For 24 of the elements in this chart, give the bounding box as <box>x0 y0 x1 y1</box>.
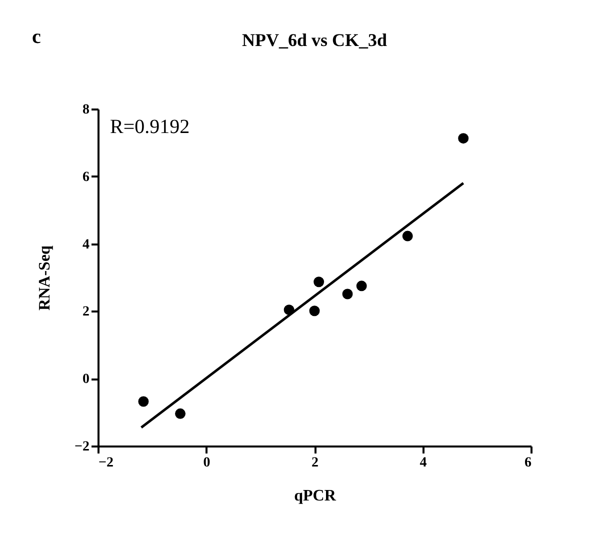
point <box>356 280 367 292</box>
x-tick-label: 4 <box>420 456 427 470</box>
point <box>175 408 186 419</box>
y-tick-label: 2 <box>82 304 90 320</box>
x-tick-label: 0 <box>203 456 210 470</box>
point <box>138 396 149 407</box>
x-tick-label: 2 <box>312 456 318 470</box>
chart-title: NPV_6d vs CK_3d <box>242 30 388 50</box>
point <box>458 133 469 144</box>
point <box>314 276 324 288</box>
x-axis-title: qPCR <box>294 488 336 504</box>
point <box>342 288 353 300</box>
annotation: R=0.9192 <box>110 116 190 138</box>
y-axis-title: RNA-Seq <box>36 245 54 310</box>
y-tick-label: 0 <box>82 372 90 388</box>
point <box>402 230 413 242</box>
y-tick-label: 4 <box>82 237 90 252</box>
text: c <box>32 26 41 49</box>
y-tick-label: 6 <box>82 170 90 185</box>
y-tick-label: 8 <box>82 102 90 118</box>
x-tick-label: 6 <box>524 456 532 470</box>
y-tick-label: −2 <box>74 440 90 454</box>
x-tick-label: −2 <box>98 456 114 470</box>
point <box>309 306 320 316</box>
